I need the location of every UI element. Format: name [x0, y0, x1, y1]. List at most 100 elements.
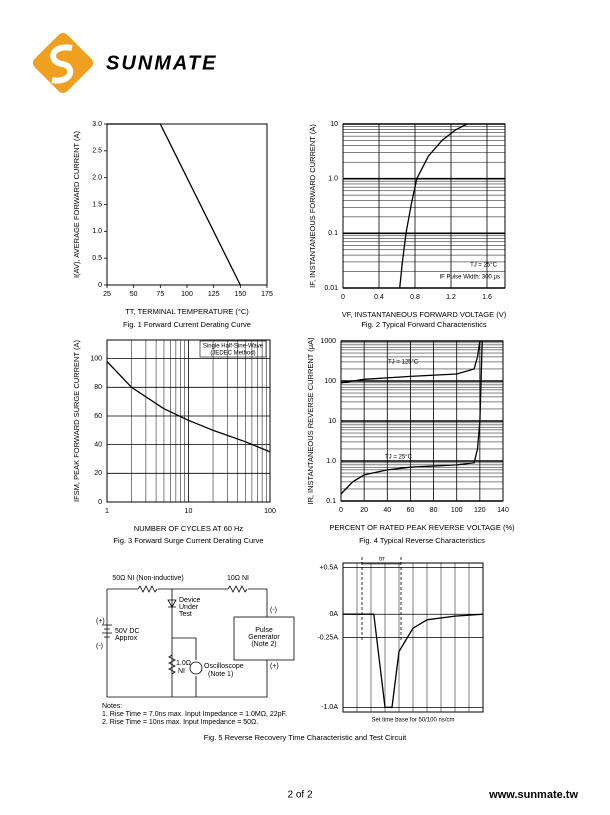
- y-axis-label: I(AV), AVERAGE FORWARD CURRENT (A): [72, 130, 81, 278]
- data-line: [399, 123, 468, 289]
- page-number: 2 of 2: [287, 790, 312, 801]
- y-tick-label: 1.0: [92, 228, 102, 235]
- y-tick-label: 0.5: [92, 255, 102, 262]
- y-tick-label: 60: [94, 413, 102, 420]
- x-tick-label: 80: [430, 507, 438, 514]
- label: (-): [270, 607, 277, 614]
- x-tick-label: 0: [341, 294, 345, 301]
- label: 1.0Ω: [176, 660, 191, 667]
- y-tick-label: 0: [98, 282, 102, 289]
- y-tick-label: 100: [324, 378, 336, 385]
- resistor: [227, 585, 248, 593]
- y-tick-label: 0.1: [326, 498, 336, 505]
- y-tick-label: 20: [94, 470, 102, 477]
- circuit-text: 50Ω NI (Non-inductive) 10Ω NI Device Und…: [96, 575, 287, 726]
- oscilloscope: [189, 661, 203, 675]
- y-tick-label: 40: [94, 441, 102, 448]
- label: 10Ω NI: [227, 575, 249, 582]
- diode: [167, 599, 177, 608]
- caption: Fig. 1 Forward Current Derating Curve: [123, 320, 251, 329]
- plot-frame: [342, 562, 484, 713]
- y-tick-label: -0.25A: [317, 634, 338, 641]
- y-tick-label: 10: [328, 418, 336, 425]
- x-axis-label: VF, INSTANTANEOUS FORWARD VOLTAGE (V): [342, 310, 507, 319]
- caption: Fig. 2 Typical Forward Characteristics: [361, 320, 487, 329]
- y-tick-label: 2.5: [92, 148, 102, 155]
- annotation: trr: [379, 557, 385, 563]
- data-line: [340, 340, 481, 384]
- circuit: [102, 585, 295, 698]
- x-axis-label: NUMBER OF CYCLES AT 60 Hz: [134, 524, 244, 533]
- label: 50V DC: [115, 628, 140, 635]
- data-line: [107, 123, 241, 286]
- y-tick-label: 1.0: [326, 458, 336, 465]
- y-axis-label: IR, INSTANTANEOUS REVERSE CURRENT (μA): [306, 337, 315, 505]
- plot-frame: [342, 123, 506, 289]
- note: Notes:: [102, 703, 122, 710]
- x-tick-label: 100: [264, 508, 276, 515]
- data-line: [340, 340, 483, 495]
- y-tick-label: 2.0: [92, 175, 102, 182]
- label: 50Ω NI (Non-inductive): [112, 575, 183, 582]
- caption: Fig. 4 Typical Reverse Characteristics: [359, 536, 485, 545]
- label: Pulse: [255, 627, 273, 634]
- x-tick-label: 75: [156, 291, 164, 298]
- annotation: (JEDEC Method): [210, 351, 255, 357]
- x-tick-label: 175: [261, 291, 273, 298]
- y-tick-label: +0.5A: [320, 565, 339, 572]
- plot-frame: [340, 340, 504, 502]
- y-tick-label: 0.1: [328, 230, 338, 237]
- annotation: IF Pulse Width: 300 μs: [440, 275, 500, 281]
- y-axis-label: IFSM, PEAK FORWARD SURGE CURRENT (A): [72, 340, 81, 502]
- x-tick-label: 1.2: [446, 294, 456, 301]
- data-line: [343, 613, 484, 708]
- caption: Fig. 3 Forward Surge Current Derating Cu…: [113, 536, 263, 545]
- url: www.sunmate.tw: [488, 789, 578, 801]
- resistor: [168, 654, 176, 675]
- y-tick-label: 0A: [329, 611, 338, 618]
- x-tick-label: 20: [360, 507, 368, 514]
- label: NI: [178, 668, 185, 675]
- x-tick-label: 140: [497, 507, 509, 514]
- label: Device: [179, 597, 201, 604]
- annotation: Set time base for 50/100 ns/cm: [371, 718, 454, 724]
- note: 1. Rise Time = 7.0ns max. Input Impedanc…: [102, 711, 287, 718]
- x-tick-label: 60: [407, 507, 415, 514]
- y-tick-label: 1.5: [92, 201, 102, 208]
- data-line: [106, 361, 271, 453]
- y-tick-label: 80: [94, 384, 102, 391]
- label: (+): [96, 618, 105, 625]
- y-tick-label: 1000: [320, 338, 336, 345]
- x-tick-label: 150: [234, 291, 246, 298]
- x-axis-label: TT, TERMINAL TEMPERATURE (°C): [125, 307, 249, 316]
- y-tick-label: 10: [330, 121, 338, 128]
- x-tick-label: 120: [474, 507, 486, 514]
- y-tick-label: -1.0A: [321, 704, 338, 711]
- y-tick-label: 0: [98, 499, 102, 506]
- y-tick-label: 0.01: [324, 285, 338, 292]
- x-tick-label: 100: [451, 507, 463, 514]
- y-tick-label: 1.0: [328, 176, 338, 183]
- x-tick-label: 25: [103, 291, 111, 298]
- label: (Note 1): [208, 671, 233, 678]
- logo-s: [50, 44, 74, 84]
- x-tick-label: 0.4: [374, 294, 384, 301]
- label: (Note 2): [251, 641, 276, 648]
- caption: Fig. 5 Reverse Recovery Time Characteris…: [204, 733, 407, 742]
- label: Generator: [248, 634, 280, 641]
- x-tick-label: 50: [130, 291, 138, 298]
- y-axis-label: IF, INSTANTANEOUS FORWARD CURRENT (A): [308, 124, 317, 288]
- plot-frame: [106, 339, 271, 503]
- plot-frame: [106, 123, 268, 286]
- x-tick-label: 0: [339, 507, 343, 514]
- x-tick-label: 100: [181, 291, 193, 298]
- x-tick-label: 1: [105, 508, 109, 515]
- x-axis-label: PERCENT OF RATED PEAK REVERSE VOLTAGE (%…: [329, 523, 515, 532]
- annotation: TJ = 125°C: [388, 360, 419, 366]
- battery: [102, 624, 112, 638]
- label: Approx: [115, 635, 138, 642]
- label: Under: [179, 604, 199, 611]
- x-tick-label: 40: [383, 507, 391, 514]
- y-tick-label: 100: [90, 355, 102, 362]
- label: Oscilloscope: [204, 663, 244, 670]
